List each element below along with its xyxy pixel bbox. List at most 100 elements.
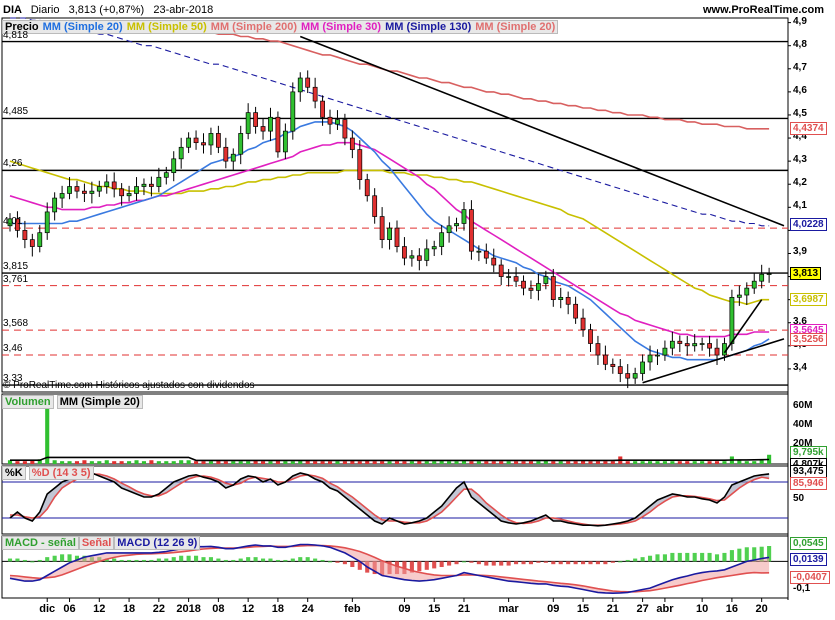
period: Diario: [30, 4, 60, 16]
chart-header: DIA Diario 3,813 (+0,87%) 23-abr-2018: [3, 4, 213, 16]
candle-body: [44, 211, 50, 234]
volume-bar: [759, 459, 764, 464]
macd-hist-bar: [700, 552, 705, 562]
volume-ma-line: [10, 456, 770, 462]
candle-body: [662, 347, 668, 356]
candle-body: [565, 296, 571, 305]
macd-hist-bar: [454, 561, 459, 565]
candle-body: [223, 146, 229, 162]
macd-hist-bar: [290, 558, 295, 562]
volume-bar: [298, 460, 303, 464]
y-tick-label: 4,3: [793, 154, 807, 166]
legend-ma200[interactable]: MM (Simple 200): [210, 21, 297, 33]
legend-ma20[interactable]: MM (Simple 20): [42, 21, 123, 33]
candle-body: [602, 354, 608, 365]
candle-body: [498, 264, 504, 277]
volume-bar: [283, 461, 288, 464]
volume-axis-label: 60M: [793, 400, 813, 412]
x-tick-label: feb: [344, 603, 361, 615]
volume-bar: [454, 461, 459, 464]
y-tick-label: 4,2: [793, 177, 807, 189]
macd-hist-bar: [759, 546, 764, 562]
candle-body: [759, 273, 765, 282]
macd-axis-neg: -0,1: [793, 582, 811, 594]
candle-body: [580, 317, 586, 331]
legend-volume-ma[interactable]: MM (Simple 20): [56, 395, 143, 409]
price-legend: Precio MM (Simple 20) MM (Simple 50) MM (Si…: [2, 20, 559, 34]
legend-ma20b[interactable]: MM (Simple 20): [475, 21, 556, 33]
volume-bar: [305, 460, 310, 464]
macd-hist-bar: [595, 561, 600, 565]
volume-bar: [521, 461, 526, 464]
legend-macd-signal[interactable]: Señal: [78, 536, 115, 550]
macd-hist-bar: [320, 559, 325, 562]
x-tick-label: mar: [498, 603, 519, 615]
legend-ma130[interactable]: MM (Simple 130): [385, 21, 472, 33]
macd-hist-bar: [15, 558, 20, 562]
macd-fill: [10, 544, 770, 594]
x-tick-label: 12: [93, 603, 106, 615]
volume-bar: [238, 461, 243, 464]
volume-bar: [313, 461, 318, 464]
volume-bar: [528, 461, 534, 464]
volume-bar: [335, 461, 340, 464]
volume-bar: [320, 461, 325, 464]
volume-bar: [194, 461, 199, 464]
macd-hist-bar: [409, 561, 414, 573]
candle-body: [595, 343, 601, 356]
legend-price[interactable]: Precio: [5, 21, 39, 33]
ma130-line: [10, 17, 770, 227]
candle-body: [729, 296, 735, 344]
legend-volume[interactable]: Volumen: [2, 395, 54, 409]
volume-bar: [610, 461, 615, 464]
x-tick-label: 09: [547, 603, 560, 615]
volume-bar: [737, 460, 742, 464]
legend-stoch-k[interactable]: %K: [2, 466, 26, 480]
y-tick-label: 3,4: [793, 361, 807, 373]
y-tick-label: 4,1: [793, 200, 807, 212]
macd-hist-bar: [313, 558, 318, 562]
y-tick-label: 4,7: [793, 61, 807, 73]
y-tick-label: 4,5: [793, 107, 807, 119]
trendline: [723, 299, 763, 354]
macd-hist-bar: [171, 557, 176, 562]
candle-body: [141, 183, 147, 187]
legend-ma30[interactable]: MM (Simple 30): [300, 21, 382, 33]
candle-body: [640, 361, 645, 374]
candle-body: [387, 227, 392, 240]
legend-ma50[interactable]: MM (Simple 50): [126, 21, 207, 33]
y-tick-label: 3,9: [793, 246, 807, 258]
volume-bar: [625, 461, 630, 464]
volume-bar: [141, 461, 147, 464]
volume-bar: [387, 461, 392, 464]
macd-hist-bar: [625, 559, 630, 562]
macd-signal-line: [9, 544, 770, 593]
candle-body: [245, 112, 251, 134]
macd-hist-bar: [246, 557, 251, 562]
macd-hist-bar: [45, 557, 50, 562]
candle-body: [416, 255, 422, 261]
ma200-line: [10, 21, 770, 130]
macd-hist-bar: [238, 558, 243, 562]
legend-macd-hist[interactable]: MACD - señal: [2, 536, 79, 550]
candle-body: [126, 193, 132, 197]
macd-hist-bar: [231, 559, 236, 562]
candle-body: [536, 283, 541, 291]
candle-body: [714, 347, 720, 356]
macd-hist-bar: [536, 561, 541, 563]
candle-body: [506, 276, 512, 278]
volume-bar: [752, 461, 757, 464]
candle-body: [751, 280, 757, 289]
volume-bar: [290, 461, 295, 464]
candle-body: [617, 366, 623, 374]
volume-bar: [380, 461, 385, 464]
candle-body: [149, 183, 154, 187]
legend-macd[interactable]: MACD (12 26 9): [114, 536, 201, 550]
site-link[interactable]: www.ProRealTime.com: [703, 4, 825, 16]
candle-body: [439, 232, 445, 247]
macd-hist-bar: [194, 555, 199, 562]
price-candles: [7, 70, 772, 389]
x-tick-label: 22: [152, 603, 165, 615]
volume-legend: Volumen MM (Simple 20): [2, 395, 143, 409]
legend-stoch-d[interactable]: %D (14 3 5): [28, 466, 94, 480]
